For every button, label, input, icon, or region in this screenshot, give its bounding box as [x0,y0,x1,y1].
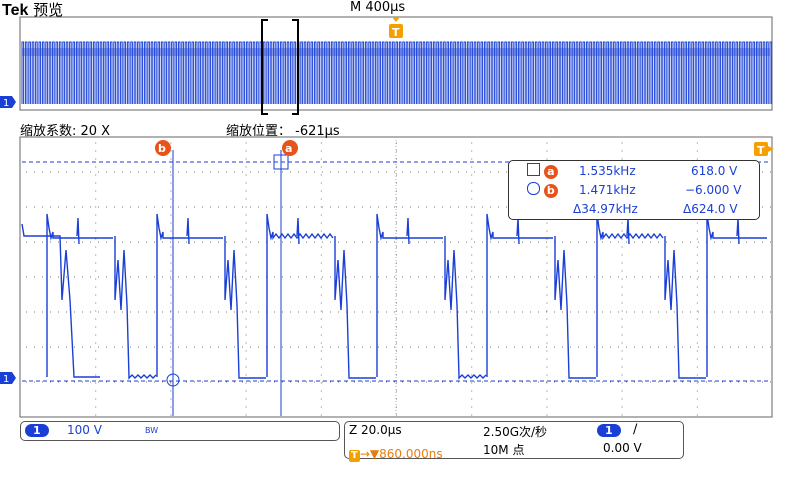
overview-trace [21,41,773,104]
overview-trigger-text: T [392,26,400,39]
cursor-b-row: b [527,182,558,198]
cursor-a-icon: a [543,165,558,179]
cursor-b-icon: b [543,184,558,198]
trigger-slope-icon: ∕ [633,422,638,437]
zoom-bracket [261,19,299,115]
trigger-position: T →▼860.000ns [349,443,443,462]
cursor-b-volt: −6.000 V [685,183,742,197]
zoom-position-value: -621µs [295,124,340,139]
main-ch1-marker: 1 [0,372,16,385]
horizontal-trigger-panel[interactable]: Z 20.0µs 2.50G次/秒 1 ∕ T →▼860.000ns 10M 点… [344,421,684,462]
channel-panel[interactable]: 1 100 V BW [20,421,340,441]
cursor-delta-volt: Δ624.0 V [683,202,738,216]
mode-label: 预览 [33,1,64,19]
zoom-scale: Z 20.0µs [349,423,402,437]
overview-band [22,48,770,56]
trigger-icon: T [349,450,360,462]
trigger-level: 0.00 V [603,441,642,455]
zoom-position: 缩放位置： -621µs [226,120,340,139]
cursor-a-badge: a [282,140,298,156]
trigger-position-value: →▼860.000ns [359,447,443,461]
channel-scale: 100 V [67,423,102,437]
timebase-readout: M 400µs [350,0,406,15]
cursor-a-badge-text: a [285,142,292,155]
channel-number-badge[interactable]: 1 [25,424,49,437]
brand-logo: Tek [2,2,29,19]
cursor-b-badge-text: b [158,142,166,155]
circle-icon [527,182,540,195]
trigger-source-badge[interactable]: 1 [597,424,621,437]
record-length: 10M 点 [483,443,525,457]
svg-text:1: 1 [3,98,9,109]
sample-rate: 2.50G次/秒 [483,425,548,439]
overview-pulses [21,41,773,104]
cursor-a-volt: 618.0 V [691,164,738,178]
svg-text:1: 1 [3,374,9,385]
main-trigger-marker: T [754,142,774,157]
svg-text:T: T [757,144,765,157]
cursor-delta-freq: Δ34.97kHz [573,202,638,216]
overview-trigger-marker: T [389,17,403,39]
cursor-b-freq: 1.471kHz [579,183,636,197]
cursor-b-badge: b [155,140,171,156]
cursor-b [166,150,180,416]
zoom-factor: 缩放系数: 20 X [20,124,111,139]
zoom-position-label: 缩放位置： [226,124,292,139]
overview-ch1-marker: 1 [0,96,16,109]
brand-header: Tek 预览 [2,0,63,20]
cursor-a-row: a [527,163,558,179]
cursor-readout-panel: a 1.535kHz 618.0 V b 1.471kHz −6.000 V Δ… [508,160,760,220]
bandwidth-limit-icon: BW [145,426,159,435]
square-icon [527,163,540,176]
cursor-a-freq: 1.535kHz [579,164,636,178]
